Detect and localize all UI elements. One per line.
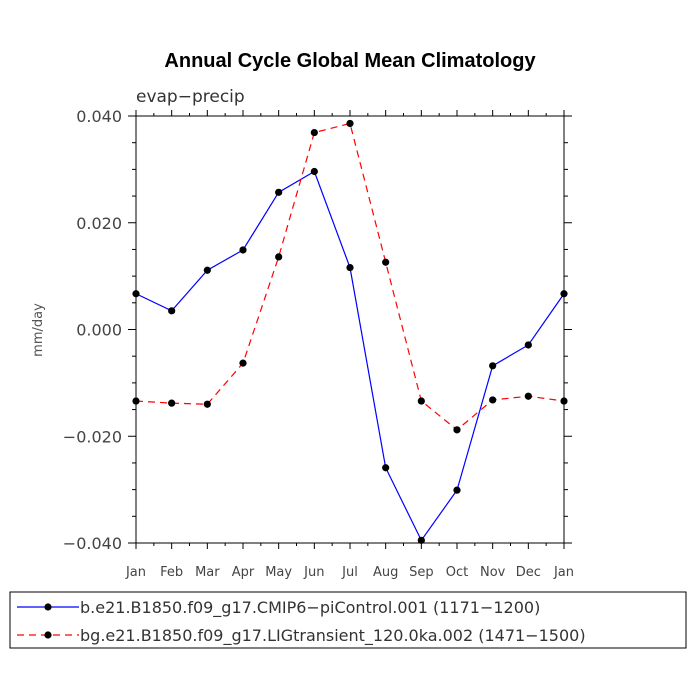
- legend-label-1: b.e21.B1850.f09_g17.CMIP6−piControl.001 …: [80, 598, 540, 618]
- series-2-point: [524, 392, 532, 400]
- chart-title: Annual Cycle Global Mean Climatology: [164, 50, 536, 72]
- x-tick-label: Jan: [125, 565, 146, 580]
- series-2-point: [310, 128, 318, 137]
- series-1-point: [203, 266, 211, 274]
- series-1-point: [275, 188, 283, 196]
- x-tick-label: Nov: [480, 565, 506, 580]
- x-tick-label: Oct: [446, 565, 468, 580]
- series-2-point: [203, 400, 211, 408]
- y-tick-label: 0.020: [76, 214, 122, 233]
- series-line-2: [135, 122, 565, 431]
- series-2-point: [382, 258, 390, 266]
- legend-box: [9, 591, 687, 649]
- series-1-point: [524, 341, 532, 349]
- series-line-1: [135, 170, 565, 542]
- x-tick-label: Jan: [553, 565, 574, 580]
- series-1-point: [489, 362, 497, 370]
- y-tick-label: −0.020: [63, 427, 122, 446]
- x-tick-label: Feb: [160, 565, 183, 580]
- x-tick-label: Dec: [516, 565, 541, 580]
- x-tick-label: Sep: [409, 565, 434, 580]
- series-1-point: [453, 486, 461, 494]
- series-1-point: [417, 536, 425, 544]
- series-2-point: [489, 396, 497, 404]
- series-1-point: [239, 246, 247, 254]
- axis-ticks: Jan Feb Mar Apr May Jun Jul Aug Sep Oct Nov Dec Jan−…: [63, 107, 574, 580]
- y-tick-label: 0.040: [76, 107, 122, 126]
- x-tick-label: May: [265, 565, 292, 580]
- x-tick-label: Jul: [341, 565, 358, 580]
- y-tick-label: 0.000: [76, 321, 122, 340]
- series-2-point: [132, 397, 140, 405]
- series-2-point: [239, 359, 247, 367]
- legend: b.e21.B1850.f09_g17.CMIP6−piControl.001 …: [9, 591, 687, 649]
- legend-marker-2: [44, 631, 52, 639]
- series-layer: [132, 119, 568, 544]
- series-2-point: [560, 397, 568, 405]
- series-2-point: [275, 253, 283, 261]
- y-axis-label: mm/day: [31, 303, 46, 357]
- series-1-point: [560, 290, 568, 298]
- x-tick-label: Apr: [232, 565, 255, 580]
- series-2-point: [168, 399, 176, 407]
- series-1-point: [132, 290, 140, 298]
- chart-subtitle: evap−precip: [136, 87, 245, 107]
- x-tick-label: Jun: [303, 565, 324, 580]
- series-1-point: [382, 464, 390, 472]
- series-1-point: [346, 263, 354, 272]
- series-2-point: [417, 397, 425, 405]
- plot-frame: [135, 115, 565, 544]
- legend-marker-1: [44, 603, 52, 611]
- legend-label-2: bg.e21.B1850.f09_g17.LIGtransient_120.0k…: [80, 626, 586, 646]
- x-tick-label: Aug: [373, 565, 398, 580]
- y-tick-label: −0.040: [63, 534, 122, 553]
- series-2-point: [453, 426, 461, 434]
- series-1-point: [168, 307, 176, 315]
- series-2-point: [346, 119, 354, 128]
- series-1-point: [310, 167, 318, 176]
- x-tick-label: Mar: [195, 565, 220, 580]
